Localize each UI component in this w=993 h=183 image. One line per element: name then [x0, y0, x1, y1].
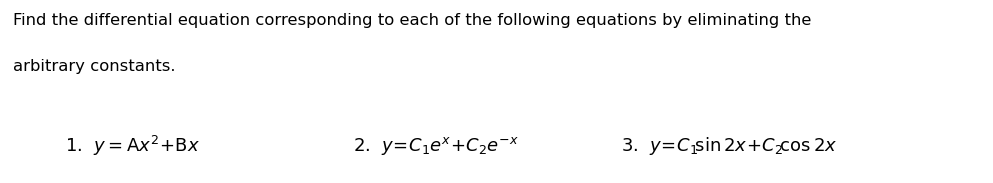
Text: 2.  $y\!=\!C_1e^x\!+\!C_2e^{-x}$: 2. $y\!=\!C_1e^x\!+\!C_2e^{-x}$: [353, 135, 518, 157]
Text: arbitrary constants.: arbitrary constants.: [13, 59, 176, 74]
Text: 3.  $y\!=\!C_1\!\sin 2x\!+\!C_2\!\cos 2x$: 3. $y\!=\!C_1\!\sin 2x\!+\!C_2\!\cos 2x$: [621, 135, 837, 157]
Text: Find the differential equation corresponding to each of the following equations : Find the differential equation correspon…: [13, 13, 811, 28]
Text: 1.  $y = \mathrm{A}x^2\!+\!\mathrm{B}x$: 1. $y = \mathrm{A}x^2\!+\!\mathrm{B}x$: [65, 134, 200, 158]
